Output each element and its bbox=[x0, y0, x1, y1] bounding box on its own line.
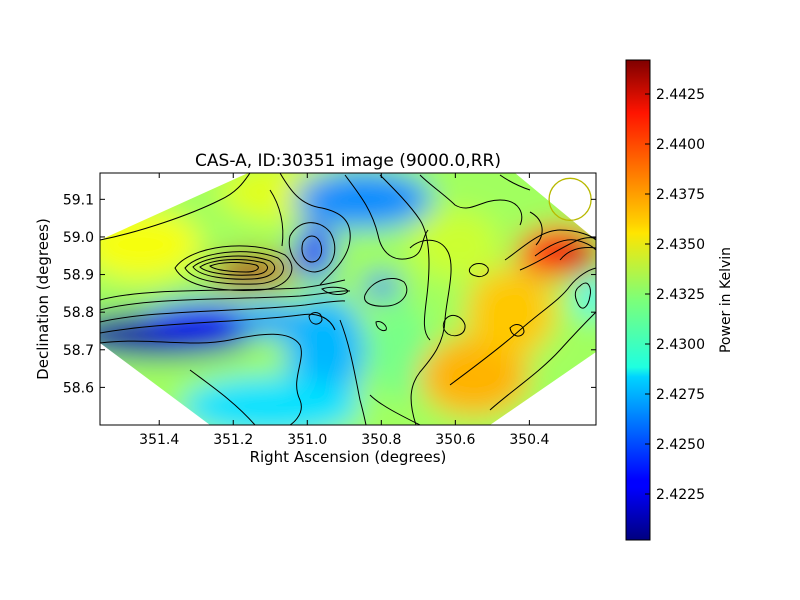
contour-line-4 bbox=[209, 262, 259, 273]
x-tick-label: 350.4 bbox=[509, 432, 549, 448]
contour-line-14 bbox=[364, 278, 408, 307]
y-tick-label: 58.8 bbox=[63, 305, 94, 321]
contour-line-35 bbox=[339, 319, 367, 425]
field-blob-18 bbox=[235, 301, 306, 338]
field-blob-6 bbox=[410, 209, 501, 280]
colorbar-tick-label: 2.4375 bbox=[656, 187, 705, 203]
contour-line-3 bbox=[199, 259, 268, 276]
contour-line-16 bbox=[308, 312, 323, 325]
y-tick-label: 59.0 bbox=[63, 230, 94, 246]
contour-line-18 bbox=[344, 174, 429, 260]
colorbar-tick-label: 2.4225 bbox=[656, 487, 705, 503]
colorbar-tick-label: 2.4425 bbox=[656, 87, 705, 103]
contour-line-8 bbox=[100, 313, 336, 334]
contour-line-2 bbox=[192, 255, 275, 280]
field-blob-8 bbox=[180, 376, 361, 425]
colorbar-tick-label: 2.4250 bbox=[656, 437, 705, 453]
contour-line-1 bbox=[184, 251, 284, 285]
contour-line-6 bbox=[100, 290, 351, 311]
x-tick-label: 350.6 bbox=[435, 432, 475, 448]
colorbar-label: Power in Kelvin bbox=[718, 247, 734, 353]
contour-line-33 bbox=[489, 311, 596, 411]
contour-line-37 bbox=[100, 173, 251, 241]
contour-line-10 bbox=[288, 222, 336, 273]
contour-line-12 bbox=[269, 189, 284, 247]
y-axis: 58.6 58.7 58.8 58.9 59.0 59.1 bbox=[63, 192, 596, 396]
contour-line-34 bbox=[369, 394, 421, 425]
y-tick-label: 58.9 bbox=[63, 268, 94, 284]
contour-line-24 bbox=[529, 211, 543, 246]
x-tick-label: 351.2 bbox=[213, 432, 253, 448]
contour-line-25 bbox=[504, 229, 596, 261]
contour-line-5 bbox=[100, 279, 346, 301]
heatmap bbox=[100, 173, 596, 425]
field-blob-10 bbox=[143, 301, 264, 338]
field-blob-14 bbox=[363, 273, 400, 298]
contour-line-13 bbox=[279, 173, 351, 286]
heatmap-field bbox=[100, 173, 596, 425]
chart-title: CAS-A, ID:30351 image (9000.0,RR) bbox=[195, 151, 501, 171]
colorbar-ticks: 2.4225 2.4250 2.4275 2.4300 2.4325 2.4350 2.43… bbox=[645, 87, 705, 503]
contour-line-31 bbox=[509, 324, 525, 337]
plot-frame bbox=[99, 172, 597, 426]
x-axis-label: Right Ascension (degrees) bbox=[250, 448, 447, 466]
x-tick-label: 351.0 bbox=[287, 432, 327, 448]
contour-line-23 bbox=[468, 263, 489, 277]
contour-line-17 bbox=[321, 286, 349, 295]
colorbar: 2.4225 2.4250 2.4275 2.4300 2.4325 2.4350 2.43… bbox=[625, 59, 734, 541]
contour-line-30 bbox=[442, 314, 466, 337]
x-axis: 351.4 351.2 351.0 350.8 350.6 350.4 bbox=[139, 173, 549, 448]
contour-line-32 bbox=[449, 267, 596, 386]
x-tick-label: 350.8 bbox=[361, 432, 401, 448]
field-blob-0 bbox=[100, 209, 201, 280]
colorbar-gradient bbox=[625, 59, 651, 541]
field-blob-16 bbox=[563, 243, 596, 268]
field-blob-13 bbox=[294, 223, 335, 280]
contour-lines bbox=[100, 173, 596, 425]
y-tick-label: 59.1 bbox=[63, 192, 94, 208]
field-blob-12 bbox=[228, 262, 269, 279]
colorbar-tick-label: 2.4400 bbox=[656, 137, 705, 153]
contour-line-21 bbox=[499, 174, 531, 191]
contour-line-20 bbox=[419, 174, 523, 226]
field-blob-7 bbox=[465, 267, 556, 358]
contour-line-26 bbox=[519, 237, 596, 271]
contour-line-29 bbox=[574, 282, 591, 309]
y-tick-label: 58.7 bbox=[63, 343, 94, 359]
y-tick-label: 58.6 bbox=[63, 380, 94, 396]
colorbar-tick-label: 2.4350 bbox=[656, 237, 705, 253]
x-tick-label: 351.4 bbox=[139, 432, 179, 448]
colorbar-tick-label: 2.4300 bbox=[656, 337, 705, 353]
field-blob-3 bbox=[285, 294, 366, 405]
colorbar-tick-label: 2.4275 bbox=[656, 387, 705, 403]
colorbar-tick-label: 2.4325 bbox=[656, 287, 705, 303]
contour-line-9 bbox=[100, 333, 302, 425]
field-blob-17 bbox=[578, 275, 596, 320]
contour-line-36 bbox=[189, 369, 256, 425]
contour-line-27 bbox=[534, 239, 596, 257]
beam-marker bbox=[548, 177, 592, 221]
contour-line-0 bbox=[174, 245, 293, 291]
contour-line-15 bbox=[375, 321, 387, 331]
contour-line-19 bbox=[379, 174, 431, 341]
contour-line-7 bbox=[100, 300, 346, 323]
contour-line-11 bbox=[301, 235, 323, 263]
contour-line-28 bbox=[559, 247, 596, 261]
y-axis-label: Declination (degrees) bbox=[34, 218, 52, 380]
